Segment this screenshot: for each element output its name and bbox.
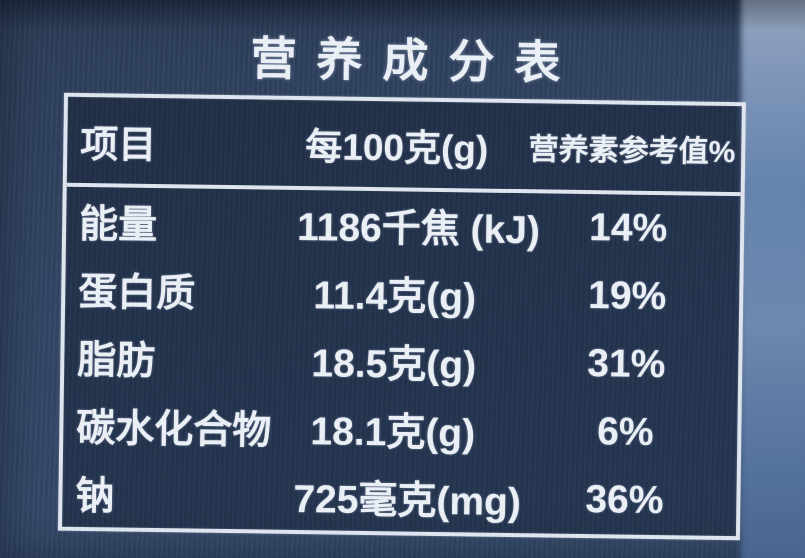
- nutrient-name: 碳水化合物: [76, 406, 272, 453]
- nutrient-nrv: 6%: [596, 410, 654, 454]
- column-header-item: 项目: [80, 123, 157, 167]
- column-header-per100g: 每100克(g): [305, 126, 489, 170]
- nutrient-name: 钠: [75, 474, 115, 519]
- nutrient-name: 脂肪: [77, 338, 156, 384]
- table-row: 脂肪 18.5克(g) 31%: [64, 323, 739, 400]
- top-shadow: [0, 0, 805, 30]
- nutrient-amount: 18.5克(g): [311, 342, 477, 388]
- nutrient-nrv: 14%: [588, 206, 668, 251]
- table-header-row: 项目 每100克(g) 营养素参考值%: [66, 96, 742, 197]
- table-row: 钠 725毫克(mg) 36%: [62, 459, 737, 536]
- nutrient-amount: 18.1克(g): [310, 410, 476, 456]
- nutrient-name: 蛋白质: [77, 270, 196, 316]
- nutrient-amount: 11.4克(g): [313, 274, 477, 320]
- table-row: 蛋白质 11.4克(g) 19%: [65, 255, 740, 332]
- package-edge-highlight: [741, 0, 805, 558]
- nutrition-label: 营养成分表 项目 每100克(g) 营养素参考值% 能量 1186千焦 (kJ)…: [57, 26, 747, 541]
- table-row: 碳水化合物 18.1克(g) 6%: [63, 391, 738, 468]
- table-body: 能量 1186千焦 (kJ) 14% 蛋白质 11.4克(g) 19% 脂肪 1…: [62, 187, 741, 536]
- nutrient-nrv: 19%: [587, 274, 667, 319]
- column-header-nrv: 营养素参考值%: [528, 133, 736, 170]
- nutrient-amount: 1186千焦 (kJ): [296, 205, 541, 253]
- table-row: 能量 1186千焦 (kJ) 14%: [66, 187, 741, 264]
- nutrition-table: 项目 每100克(g) 营养素参考值% 能量 1186千焦 (kJ) 14% 蛋…: [57, 92, 746, 541]
- nutrient-name: 能量: [78, 202, 158, 248]
- nutrient-nrv: 31%: [586, 342, 666, 387]
- nutrition-title: 营养成分表: [250, 32, 581, 89]
- nutrient-amount: 725毫克(mg): [293, 477, 522, 525]
- nutrient-nrv: 36%: [585, 478, 664, 523]
